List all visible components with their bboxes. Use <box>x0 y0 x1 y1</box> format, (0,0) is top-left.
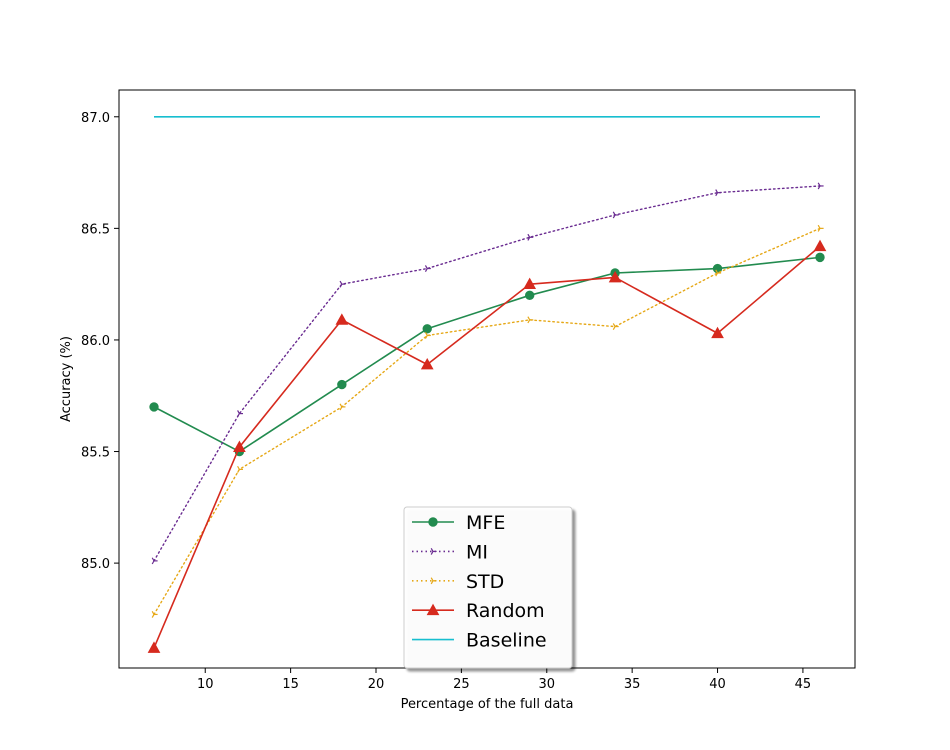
data-point-random <box>813 239 827 252</box>
legend-item-std: STD <box>412 571 504 593</box>
data-point-random <box>420 357 434 370</box>
data-point-mi <box>237 410 243 418</box>
legend-marker <box>428 517 438 527</box>
legend-marker <box>430 547 437 555</box>
legend-label: MFE <box>466 512 505 534</box>
y-tick-label: 87.0 <box>81 111 110 126</box>
data-point-mfe <box>337 379 347 390</box>
legend-label: MI <box>466 541 488 563</box>
x-tick-label: 40 <box>709 677 726 692</box>
series-mi <box>151 182 824 565</box>
legend-box <box>403 506 573 669</box>
data-point-mi <box>424 265 431 272</box>
data-point-mi <box>527 233 534 241</box>
data-point-random <box>233 440 246 452</box>
data-point-mfe <box>524 290 535 301</box>
series-line-random <box>153 245 821 649</box>
legend: MFE MI STD Random Baseline <box>403 506 573 669</box>
data-point-mi <box>339 280 346 288</box>
data-point-std <box>151 611 158 618</box>
data-point-mfe <box>422 324 432 334</box>
series-line-mfe <box>153 256 821 453</box>
x-axis-label: Percentage of the full data <box>401 697 574 712</box>
x-tick-label: 30 <box>538 677 555 692</box>
data-point-mi <box>151 557 158 565</box>
data-point-mi <box>817 182 824 190</box>
data-point-std <box>715 269 722 277</box>
data-point-mfe <box>149 402 159 412</box>
y-axis-ticks: 85.0 85.5 86.0 86.5 87.0 <box>81 111 119 572</box>
data-point-random <box>711 326 724 339</box>
legend-label: Baseline <box>466 630 547 652</box>
data-point-std <box>339 403 346 411</box>
data-point-std <box>612 323 619 330</box>
data-point-std <box>237 465 243 473</box>
x-tick-label: 35 <box>624 677 641 692</box>
series-line-mi <box>153 185 821 562</box>
data-point-mfe <box>815 252 825 263</box>
data-point-std <box>527 316 534 324</box>
legend-item-baseline: Baseline <box>412 630 547 652</box>
y-axis-label: Accuracy (%) <box>59 336 74 422</box>
legend-label: STD <box>466 571 504 593</box>
x-tick-label: 45 <box>795 677 812 692</box>
y-tick-label: 85.0 <box>81 557 110 572</box>
data-point-std <box>424 332 431 339</box>
legend-marker <box>430 577 437 585</box>
x-tick-label: 20 <box>368 677 385 692</box>
series-line-std <box>153 227 821 616</box>
data-point-mi <box>715 189 722 197</box>
x-tick-label: 25 <box>453 677 470 692</box>
legend-marker <box>426 603 440 616</box>
series-random <box>147 239 827 653</box>
y-tick-label: 86.0 <box>81 334 110 349</box>
y-tick-label: 85.5 <box>81 446 110 461</box>
series-std <box>151 224 824 618</box>
legend-item-mi: MI <box>412 541 488 563</box>
x-axis-ticks: 10 15 20 25 30 35 40 45 <box>197 668 811 692</box>
legend-item-random: Random <box>412 600 545 622</box>
x-tick-label: 15 <box>282 677 299 692</box>
data-point-std <box>817 224 824 232</box>
legend-item-mfe: MFE <box>412 512 505 534</box>
legend-label: Random <box>466 600 545 622</box>
data-point-mi <box>612 211 619 219</box>
x-tick-label: 10 <box>197 677 214 692</box>
data-point-random <box>335 313 349 325</box>
data-point-random <box>608 270 622 283</box>
y-tick-label: 86.5 <box>81 222 110 237</box>
data-point-random <box>523 277 537 290</box>
series-layer <box>147 115 827 653</box>
data-point-random <box>147 641 161 653</box>
